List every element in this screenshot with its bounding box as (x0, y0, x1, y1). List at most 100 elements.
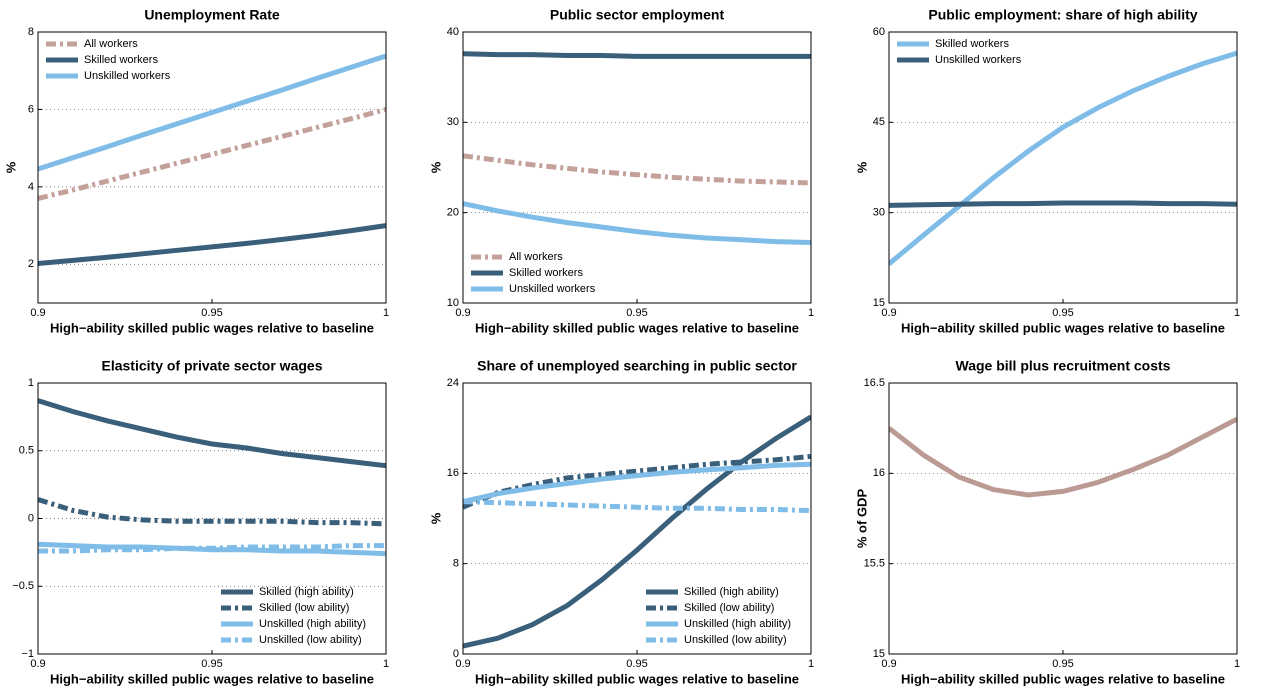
plot-area (38, 383, 386, 654)
x-axis-label: High−ability skilled public wages relati… (475, 671, 799, 686)
x-tick-label: 0.9 (881, 307, 896, 319)
legend-label: Skilled workers (84, 54, 158, 66)
y-tick-label: 24 (447, 377, 459, 389)
y-tick-label: 20 (447, 207, 459, 219)
line (889, 200, 1237, 208)
line (463, 201, 811, 245)
line (463, 51, 811, 59)
y-tick-label: 16 (447, 467, 459, 479)
x-tick-label: 0.95 (626, 658, 647, 670)
plot-lines (463, 51, 811, 245)
x-axis-label: High−ability skilled public wages relati… (50, 671, 374, 686)
x-tick-label: 0.95 (201, 307, 222, 319)
line (38, 398, 386, 469)
chart-title: Unemployment Rate (144, 7, 280, 23)
y-tick-label: 6 (28, 103, 34, 115)
x-tick-label: 1 (383, 658, 389, 670)
legend-label: All workers (509, 251, 563, 263)
y-tick-label: −0.5 (12, 580, 34, 592)
chart-title: Public employment: share of high ability (928, 7, 1197, 23)
y-tick-label: 2 (28, 258, 34, 270)
line (38, 106, 386, 201)
y-tick-label: 30 (447, 116, 459, 128)
plot-area (889, 383, 1237, 654)
y-tick-label: 15.5 (864, 558, 885, 570)
y-tick-label: 16.5 (864, 377, 885, 389)
y-tick-label: 45 (873, 116, 885, 128)
y-tick-label: 4 (28, 181, 34, 193)
y-tick-label: 0 (28, 512, 34, 524)
line (38, 497, 386, 527)
y-tick-label: −1 (21, 648, 34, 660)
x-axis-label: High−ability skilled public wages relati… (901, 671, 1225, 686)
x-tick-label: 1 (383, 307, 389, 319)
legend-label: Skilled (high ability) (259, 586, 354, 598)
y-axis-label: % (3, 161, 18, 173)
plot-lines (889, 416, 1237, 498)
legend-label: All workers (84, 38, 138, 50)
axes-frame (888, 382, 1238, 655)
line (38, 53, 386, 172)
axes-frame (462, 31, 812, 304)
axes-frame (37, 31, 387, 304)
y-tick-label: 8 (28, 26, 34, 38)
line (463, 153, 811, 186)
legend-label: Unskilled (high ability) (684, 618, 791, 630)
y-tick-label: 0.5 (19, 445, 34, 457)
legend-label: Unskilled (low ability) (259, 634, 362, 646)
y-tick-label: 1 (28, 377, 34, 389)
line (889, 416, 1237, 498)
y-tick-label: 15 (873, 648, 885, 660)
legend-label: Unskilled workers (84, 70, 171, 82)
y-axis-label: % (854, 161, 869, 173)
y-tick-label: 0 (453, 648, 459, 660)
chart-title: Wage bill plus recruitment costs (956, 358, 1171, 374)
chart-title: Share of unemployed searching in public … (477, 358, 797, 374)
line (38, 223, 386, 266)
plot-area (463, 383, 811, 654)
x-tick-label: 0.95 (201, 658, 222, 670)
line (463, 453, 811, 510)
plot-lines (38, 398, 386, 557)
line (463, 499, 811, 514)
legend-label: Skilled (low ability) (684, 602, 774, 614)
plot-lines (889, 50, 1237, 266)
axes-frame (37, 382, 387, 655)
y-axis-label: % of GDP (854, 489, 869, 549)
x-tick-label: 1 (1234, 307, 1240, 319)
plot-lines (463, 414, 811, 649)
x-tick-label: 0.9 (455, 307, 470, 319)
chart-title: Public sector employment (550, 7, 725, 23)
legend-label: Skilled (high ability) (684, 586, 779, 598)
legend-label: Unskilled workers (935, 54, 1022, 66)
legend-label: Unskilled workers (509, 283, 596, 295)
y-tick-label: 16 (873, 467, 885, 479)
legend-label: Unskilled (high ability) (259, 618, 366, 630)
x-tick-label: 0.95 (1052, 307, 1073, 319)
x-tick-label: 0.95 (626, 307, 647, 319)
x-tick-label: 1 (1234, 658, 1240, 670)
plot-lines (38, 53, 386, 266)
x-tick-label: 0.9 (30, 658, 45, 670)
x-axis-label: High−ability skilled public wages relati… (475, 320, 799, 335)
y-axis-label: % (428, 512, 443, 524)
y-tick-label: 30 (873, 207, 885, 219)
line (463, 461, 811, 505)
y-tick-label: 40 (447, 26, 459, 38)
line (463, 414, 811, 649)
legend-label: Skilled (low ability) (259, 602, 349, 614)
x-tick-label: 0.9 (455, 658, 470, 670)
x-tick-label: 1 (808, 658, 814, 670)
line (889, 50, 1237, 266)
plot-area (463, 32, 811, 303)
line (38, 543, 386, 554)
chart-title: Elasticity of private sector wages (102, 358, 323, 374)
x-axis-label: High−ability skilled public wages relati… (50, 320, 374, 335)
y-tick-label: 8 (453, 558, 459, 570)
plot-area (889, 32, 1237, 303)
y-tick-label: 60 (873, 26, 885, 38)
y-tick-label: 15 (873, 297, 885, 309)
legend-label: Skilled workers (509, 267, 583, 279)
y-axis-label: % (428, 161, 443, 173)
